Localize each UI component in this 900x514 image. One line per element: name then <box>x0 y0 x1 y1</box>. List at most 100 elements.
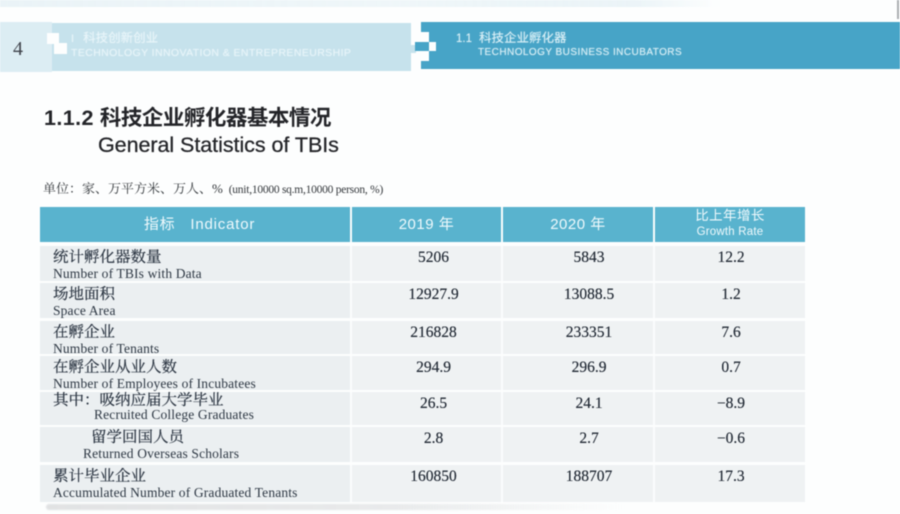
indicator-cell: 场地面积 Space Area <box>40 283 350 318</box>
table-header-growth: 比上年增长 Growth Rate <box>653 207 805 242</box>
value-2020: 296.9 <box>571 359 607 376</box>
indicator-en: Recruited College Graduates <box>94 407 254 422</box>
indicator-cell: 其中：吸纳应届大学毕业 Recruited College Graduates <box>40 392 350 425</box>
indicator-en: Returned Overseas Scholars <box>83 445 240 461</box>
indicator-en: Space Area <box>53 303 116 318</box>
indicator-cell: 在孵企业从业人数 Number of Employees of Incubatee… <box>40 356 350 390</box>
value-2019: 160850 <box>410 467 457 485</box>
table-row: 场地面积 Space Area 12927.9 13088.5 1.2 <box>40 283 805 318</box>
indicator-zh: 其中：吸纳应届大学毕业 <box>53 392 224 409</box>
header-band-pale-strip <box>0 22 52 72</box>
growth-cell: 7.6 <box>653 320 805 354</box>
value-2019-cell: 216828 <box>350 320 501 354</box>
indicator-cell: 留学回国人员 Returned Overseas Scholars <box>40 427 350 462</box>
growth-value: 12.2 <box>717 248 745 266</box>
table-header-indicator: 指标 Indicator <box>143 216 256 233</box>
indicator-cell: 累计毕业企业 Accumulated Number of Graduated Te… <box>40 464 350 502</box>
unit-note: 单位：家、万平方米、万人、% (unit,10000 sq.m,10000 pe… <box>43 180 383 199</box>
growth-value: 0.7 <box>721 359 741 376</box>
header-right-titles: 1.1 科技企业孵化器 TECHNOLOGY BUSINESS INCUBATOR… <box>456 30 683 59</box>
pixel-deco-left-band <box>54 43 67 54</box>
growth-value: 1.2 <box>721 286 741 303</box>
table-row: 留学回国人员 Returned Overseas Scholars 2.8 2.7 −0… <box>40 427 805 462</box>
pixel-deco-right-band <box>415 41 421 51</box>
indicator-cell: 在孵企业 Number of Tenants <box>40 320 350 356</box>
growth-cell: 1.2 <box>653 283 805 318</box>
pixel-deco-left-band <box>411 45 416 53</box>
indicator-en: Number of TBIs with Data <box>53 265 202 281</box>
growth-cell: 12.2 <box>653 245 805 281</box>
value-2019-cell: 12927.9 <box>350 283 501 318</box>
scan-artifact-page-edge <box>897 0 899 19</box>
growth-cell: −8.9 <box>653 392 805 425</box>
scan-artifact-top-edge <box>0 0 900 7</box>
indicator-zh: 场地面积 <box>53 286 116 303</box>
value-2019-cell: 26.5 <box>350 392 501 425</box>
growth-value: −0.6 <box>716 430 746 447</box>
indicator-zh: 在孵企业从业人数 <box>53 359 178 376</box>
pixel-deco-right-band <box>421 32 429 42</box>
value-2020-cell: 13088.5 <box>501 283 653 318</box>
value-2019: 5206 <box>418 248 449 266</box>
value-2020-cell: 233351 <box>501 320 653 354</box>
table-row: 统计孵化器数量 Number of TBIs with Data 5206 5843 1… <box>40 245 805 281</box>
section-title: 1.1.2 科技企业孵化器基本情况 General Statistics of … <box>44 105 339 159</box>
value-2019-cell: 160850 <box>350 464 501 502</box>
growth-cell: −0.6 <box>653 427 805 462</box>
table-row: 其中：吸纳应届大学毕业 Recruited College Graduates 26… <box>40 392 805 425</box>
growth-value: 7.6 <box>721 323 741 341</box>
value-2019: 12927.9 <box>408 286 459 303</box>
value-2020: 24.1 <box>575 395 603 412</box>
header-band-right <box>415 22 900 69</box>
indicator-zh: 在孵企业 <box>53 323 116 341</box>
pixel-deco-right-band <box>428 41 436 51</box>
value-2020: 5843 <box>573 248 605 266</box>
table-row: 累计毕业企业 Accumulated Number of Graduated Te… <box>40 464 805 502</box>
unit-note-zh: 单位：家、万平方米、万人、% <box>43 181 223 196</box>
pixel-deco-right-band <box>421 51 429 61</box>
section-title-zh: 科技企业孵化器基本情况 <box>99 106 332 130</box>
indicator-en: Accumulated Number of Graduated Tenants <box>53 484 298 500</box>
header-band-left <box>47 23 416 71</box>
growth-value: −8.9 <box>716 395 746 412</box>
value-2020: 188707 <box>565 467 613 485</box>
value-2020-cell: 296.9 <box>501 356 653 390</box>
value-2019-cell: 294.9 <box>350 356 501 390</box>
header-left-titles: I 科技创新创业 TECHNOLOGY INNOVATION & ENTREPRE… <box>71 31 352 59</box>
pixel-deco-left-band <box>47 33 59 44</box>
value-2019: 294.9 <box>416 359 451 376</box>
section-title-en: General Statistics of TBIs <box>98 133 339 157</box>
value-2019: 26.5 <box>419 395 448 412</box>
table-header-row: 指标 Indicator 2019 年 2020 年 比上年增长 Growth … <box>40 207 805 242</box>
scan-artifact-bottom-shadow <box>46 504 626 510</box>
table-header-2019: 2019 年 <box>350 207 501 242</box>
value-2020: 13088.5 <box>563 286 615 303</box>
table-header-2020: 2020 年 <box>501 207 653 242</box>
header-left-title-en: TECHNOLOGY INNOVATION & ENTREPRENEURSHIP <box>71 46 352 59</box>
value-2020: 233351 <box>565 323 613 341</box>
value-2020-cell: 188707 <box>501 464 653 502</box>
indicator-zh: 统计孵化器数量 <box>53 248 162 266</box>
value-2020-cell: 5843 <box>501 245 653 281</box>
indicator-en: Number of Tenants <box>53 340 160 356</box>
table-row: 在孵企业 Number of Tenants 216828 233351 7.6 <box>40 320 805 356</box>
value-2019-cell: 5206 <box>350 245 501 281</box>
indicator-cell: 统计孵化器数量 Number of TBIs with Data <box>40 245 350 281</box>
value-2019-cell: 2.8 <box>350 427 501 462</box>
unit-note-en: (unit,10000 sq.m,10000 person, %) <box>228 184 384 196</box>
header-right-title-en: TECHNOLOGY BUSINESS INCUBATORS <box>478 47 683 58</box>
indicator-prefix: 其中： <box>53 392 100 409</box>
header-left-title-zh: I 科技创新创业 <box>71 31 159 45</box>
page-number: 4 <box>13 38 23 60</box>
growth-value: 17.3 <box>717 467 745 485</box>
value-2019: 216828 <box>410 323 457 341</box>
indicator-en: Number of Employees of Incubatees <box>53 376 256 391</box>
growth-cell: 17.3 <box>653 464 805 502</box>
header-right-title-zh: 1.1 科技企业孵化器 <box>456 30 567 45</box>
value-2020: 2.7 <box>579 430 599 447</box>
value-2020-cell: 24.1 <box>501 392 653 425</box>
value-2020-cell: 2.7 <box>501 427 653 462</box>
indicator-zh: 累计毕业企业 <box>53 467 147 485</box>
growth-cell: 0.7 <box>653 356 805 390</box>
section-number: 1.1.2 <box>44 106 94 130</box>
